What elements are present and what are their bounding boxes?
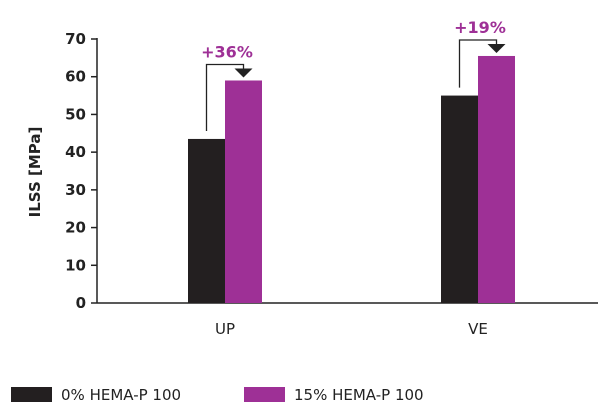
legend: 0% HEMA-P 100 15% HEMA-P 100: [11, 386, 424, 404]
y-tick-label: 30: [65, 181, 86, 199]
bar-up-series-1: [225, 80, 262, 303]
annotation-label: +36%: [201, 42, 253, 61]
y-tick-label: 50: [65, 105, 86, 123]
legend-label: 15% HEMA-P 100: [294, 386, 424, 404]
y-axis-title: ILSS [MPa]: [26, 127, 44, 218]
y-tick-label: 70: [65, 30, 86, 48]
y-tick-label: 0: [76, 294, 86, 312]
y-tick-label: 60: [65, 68, 86, 86]
bar-ve-series-0: [441, 95, 478, 303]
legend-label: 0% HEMA-P 100: [61, 386, 181, 404]
legend-swatch-series-0: [11, 387, 52, 402]
y-tick-label: 10: [65, 256, 86, 274]
y-tick-label: 40: [65, 143, 86, 161]
legend-swatch-series-1: [244, 387, 285, 402]
bars: UP VE: [188, 55, 515, 338]
annotation-arrowhead: [234, 68, 253, 78]
x-category-label: VE: [468, 320, 488, 338]
bar-up-series-0: [188, 138, 225, 303]
axes: 0 10 20 30 40 50 60 70: [65, 30, 598, 312]
annotations: +36% +19%: [201, 18, 506, 131]
annotation-arrowhead: [487, 43, 506, 53]
bar-ve-series-1: [478, 55, 515, 303]
x-category-label: UP: [215, 320, 235, 338]
y-tick-label: 20: [65, 219, 86, 237]
annotation-label: +19%: [454, 18, 506, 37]
